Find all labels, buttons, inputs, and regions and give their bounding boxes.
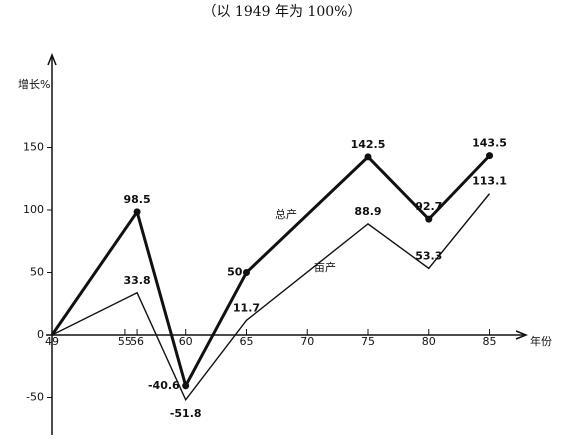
y-axis-arrow xyxy=(47,52,57,66)
data-point xyxy=(364,153,372,161)
y-axis-label: 增长% xyxy=(18,77,50,91)
data-point xyxy=(242,269,250,276)
y-tick-label: -50 xyxy=(26,391,44,404)
value-label: 88.9 xyxy=(354,205,381,218)
y-tick-label: 150 xyxy=(23,141,44,154)
data-point xyxy=(182,382,190,390)
x-axis-arrow xyxy=(515,330,529,340)
x-tick-label: 56 xyxy=(130,335,144,348)
x-tick-label: 60 xyxy=(179,335,193,348)
value-label: 113.1 xyxy=(472,175,507,188)
value-label: 92.7 xyxy=(415,200,442,213)
value-label: 53.3 xyxy=(415,249,442,262)
value-label: 98.5 xyxy=(124,193,151,206)
x-tick-label: 75 xyxy=(361,335,375,348)
value-label: 50 xyxy=(227,266,243,279)
series-line xyxy=(51,193,491,402)
data-point xyxy=(133,208,141,216)
y-tick-label: 0 xyxy=(37,328,44,341)
value-label: 11.7 xyxy=(233,301,260,314)
chart-title: （以 1949 年为 100%） xyxy=(202,4,361,20)
value-label: -51.8 xyxy=(170,407,202,420)
value-label: 33.8 xyxy=(124,274,151,287)
x-tick-label: 85 xyxy=(483,335,497,348)
value-label: -40.6 xyxy=(148,379,180,392)
x-tick-label: 70 xyxy=(300,335,314,348)
series-label: 亩产 xyxy=(314,260,336,274)
y-tick-label: 100 xyxy=(23,203,44,216)
x-axis-label: 年份 xyxy=(530,334,552,348)
y-tick-label: 50 xyxy=(30,266,44,279)
data-point xyxy=(486,152,494,160)
x-tick-label: 80 xyxy=(422,335,436,348)
value-label: 142.5 xyxy=(351,138,386,151)
data-point xyxy=(425,215,433,223)
x-tick-label: 65 xyxy=(239,335,253,348)
value-label: 143.5 xyxy=(472,137,507,150)
x-tick-label: 49 xyxy=(45,335,59,348)
series-line xyxy=(50,154,491,390)
x-tick-label: 55 xyxy=(118,335,132,348)
series-label: 总产 xyxy=(275,207,297,221)
